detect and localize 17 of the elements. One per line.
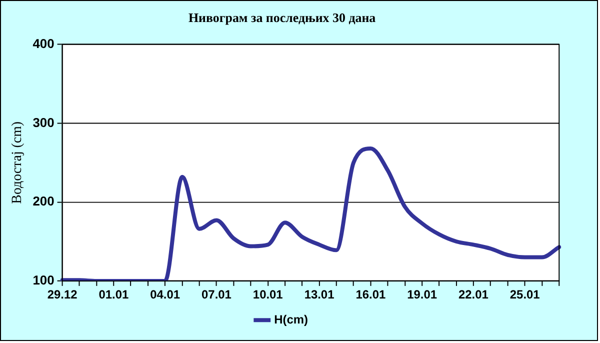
y-tick-label: 400 (32, 36, 54, 51)
x-tick-label: 07.01 (202, 287, 232, 302)
x-tick-label: 01.01 (98, 287, 129, 302)
x-tick-label: 10.01 (252, 287, 284, 302)
legend-label: H(cm) (274, 312, 308, 326)
chart-title: Нивограм за последњих 30 дана (188, 10, 376, 26)
y-tick-label: 100 (32, 272, 54, 288)
y-axis-title: Водостај (cm) (10, 121, 26, 204)
x-tick-label: 16.01 (356, 287, 386, 302)
y-tick-label: 200 (32, 194, 54, 209)
x-tick-label: 25.01 (510, 287, 540, 302)
y-tick-label: 300 (32, 114, 54, 130)
x-tick-label: 29.12 (47, 287, 78, 302)
x-tick-label: 13.01 (304, 287, 335, 302)
x-tick-label: 04.01 (150, 287, 180, 302)
x-tick-label: 19.01 (407, 287, 438, 302)
x-tick-label: 22.01 (458, 287, 489, 302)
